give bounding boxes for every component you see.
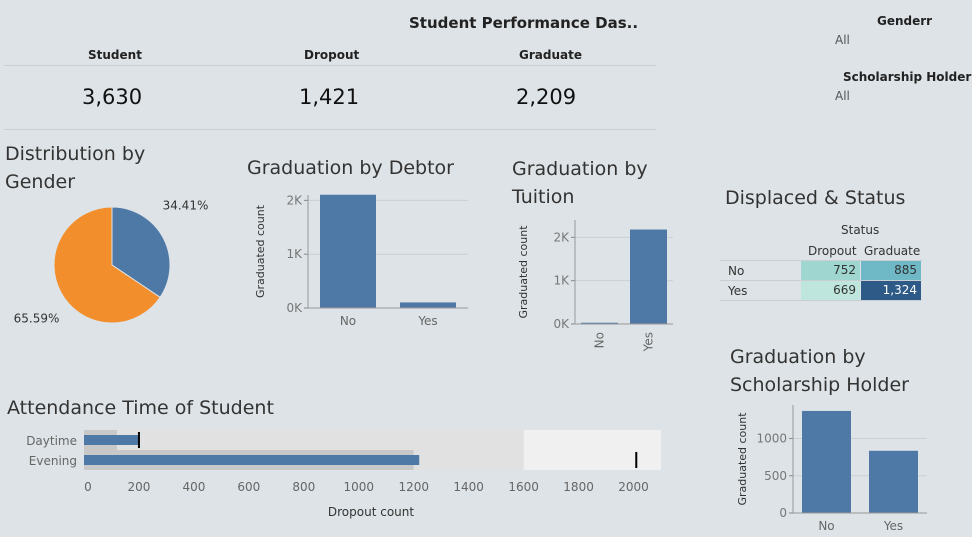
category-label: Daytime [26, 434, 77, 448]
tuition-chart-title: Graduation by Tuition [512, 158, 648, 208]
range-band [116, 430, 524, 450]
pie-label: 65.59% [14, 312, 60, 326]
x-tick-label: 1800 [563, 480, 594, 494]
filter-gender-label: Genderr [877, 14, 933, 28]
bar [630, 229, 667, 324]
bar [320, 194, 376, 308]
x-tick-label: Yes [883, 519, 903, 533]
x-tick-label: 2000 [618, 480, 649, 494]
section-divider [4, 129, 656, 130]
x-tick-label: 800 [292, 480, 315, 494]
table-row-label: No [728, 264, 745, 278]
pie-label: 34.41% [163, 198, 209, 212]
x-tick-label: No [593, 332, 607, 348]
x-tick-label: 600 [237, 480, 260, 494]
x-tick-label: 1600 [508, 480, 539, 494]
dashboard-title: Student Performance Das.. [409, 14, 639, 32]
y-tick-label: 2K [553, 230, 570, 244]
kpi-dropout-value: 1,421 [299, 85, 360, 109]
scholarship-bar-chart: 0 500 1000 No Yes Graduated count [736, 405, 927, 533]
bar [581, 322, 618, 324]
kpi-divider [4, 65, 656, 66]
kpi-graduate-value: 2,209 [516, 85, 577, 109]
x-tick-label: No [818, 519, 834, 533]
attendance-chart-title: Attendance Time of Student [7, 397, 274, 419]
x-tick-label: Yes [417, 314, 437, 328]
y-tick-label: 0K [553, 317, 570, 331]
x-axis-label: Dropout count [328, 505, 414, 519]
bar [802, 410, 851, 513]
y-tick-label: 2K [286, 193, 303, 207]
table-cell: 1,324 [861, 281, 921, 300]
range-band [413, 450, 524, 470]
range-band [523, 450, 661, 470]
x-tick-label: 0 [84, 480, 92, 494]
table-col-dropout: Dropout [808, 244, 857, 258]
debtor-chart-title: Graduation by Debtor [247, 157, 454, 179]
kpi-dropout-label: Dropout [304, 48, 360, 62]
range-band [523, 430, 661, 450]
tuition-bar-chart: 0K 1K 2K No Yes Graduated count [517, 220, 673, 352]
gender-chart-title: Distribution by Gender [5, 143, 146, 193]
kpi-student-value: 3,630 [82, 85, 143, 109]
y-tick-label: 1000 [756, 432, 787, 446]
table-cell: 885 [861, 261, 921, 280]
bar [400, 302, 456, 308]
pie-slice [53, 206, 161, 324]
x-tick-label: 200 [127, 480, 150, 494]
kpi-graduate-label: Graduate [519, 48, 582, 62]
table-column-group: Status [841, 223, 880, 237]
kpi-student-label: Student [88, 48, 142, 62]
bar [869, 450, 918, 513]
y-tick-label: 0 [779, 506, 787, 520]
bar [84, 435, 139, 445]
y-tick-label: 1K [286, 247, 303, 261]
y-tick-label: 500 [764, 469, 787, 483]
y-tick-label: 1K [553, 274, 570, 288]
debtor-bar-chart: 0K 1K 2K No Yes Graduated count [254, 193, 468, 328]
x-tick-label: 1400 [453, 480, 484, 494]
gender-pie-chart: 34.41% 65.59% [14, 198, 209, 326]
table-row-label: Yes [728, 284, 748, 298]
x-tick-label: 1200 [398, 480, 429, 494]
category-label: Evening [29, 454, 77, 468]
y-axis-label: Graduated count [517, 225, 530, 319]
table-col-graduate: Graduate [864, 244, 921, 258]
displaced-table-title: Displaced & Status [725, 187, 906, 209]
y-tick-label: 0K [286, 301, 303, 315]
pie-slice [111, 206, 171, 299]
x-tick-label: 400 [182, 480, 205, 494]
table-cell: 669 [801, 281, 860, 300]
y-axis-label: Graduated count [254, 204, 267, 298]
x-tick-label: 1000 [343, 480, 374, 494]
x-tick-label: No [340, 314, 356, 328]
y-axis-label: Graduated count [736, 412, 749, 506]
bar [84, 455, 420, 465]
attendance-bar-chart: Daytime Evening 0 200 400 600 800 1000 1200 1400 1… [26, 430, 661, 519]
scholarship-chart-title: Graduation by Scholarship Holder [730, 346, 909, 396]
filter-scholarship-value[interactable]: All [835, 89, 850, 103]
filter-scholarship-label: Scholarship Holder [843, 70, 972, 84]
filter-gender-value[interactable]: All [835, 33, 850, 47]
table-cell: 752 [801, 261, 860, 280]
x-tick-label: Yes [642, 332, 656, 352]
